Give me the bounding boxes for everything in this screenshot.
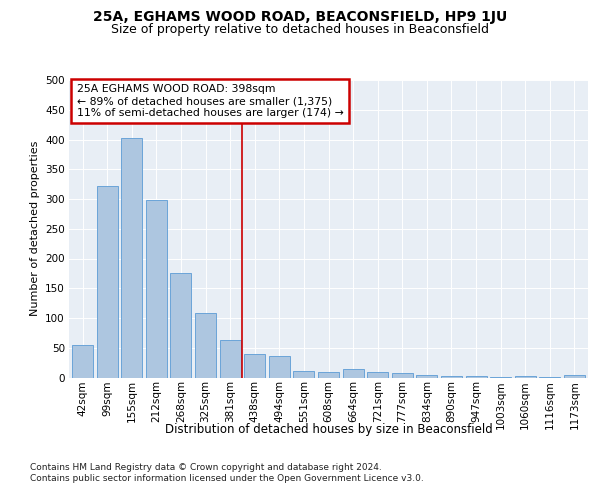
- Bar: [515, 376, 536, 378]
- Text: Contains HM Land Registry data © Crown copyright and database right 2024.: Contains HM Land Registry data © Crown c…: [30, 462, 382, 471]
- Text: Distribution of detached houses by size in Beaconsfield: Distribution of detached houses by size …: [165, 422, 493, 436]
- Bar: [195, 313, 216, 378]
- Bar: [97, 186, 118, 378]
- Bar: [343, 368, 364, 378]
- Y-axis label: Number of detached properties: Number of detached properties: [29, 141, 40, 316]
- Text: Size of property relative to detached houses in Beaconsfield: Size of property relative to detached ho…: [111, 22, 489, 36]
- Text: 25A EGHAMS WOOD ROAD: 398sqm
← 89% of detached houses are smaller (1,375)
11% of: 25A EGHAMS WOOD ROAD: 398sqm ← 89% of de…: [77, 84, 344, 117]
- Text: Contains public sector information licensed under the Open Government Licence v3: Contains public sector information licen…: [30, 474, 424, 483]
- Bar: [121, 138, 142, 378]
- Bar: [466, 376, 487, 378]
- Bar: [318, 372, 339, 378]
- Bar: [441, 376, 462, 378]
- Bar: [367, 372, 388, 378]
- Bar: [244, 354, 265, 378]
- Bar: [146, 200, 167, 378]
- Bar: [416, 375, 437, 378]
- Bar: [392, 374, 413, 378]
- Bar: [490, 377, 511, 378]
- Bar: [564, 374, 585, 378]
- Bar: [220, 340, 241, 378]
- Bar: [293, 371, 314, 378]
- Bar: [269, 356, 290, 378]
- Bar: [72, 346, 93, 378]
- Text: 25A, EGHAMS WOOD ROAD, BEACONSFIELD, HP9 1JU: 25A, EGHAMS WOOD ROAD, BEACONSFIELD, HP9…: [93, 10, 507, 24]
- Bar: [539, 377, 560, 378]
- Bar: [170, 274, 191, 378]
